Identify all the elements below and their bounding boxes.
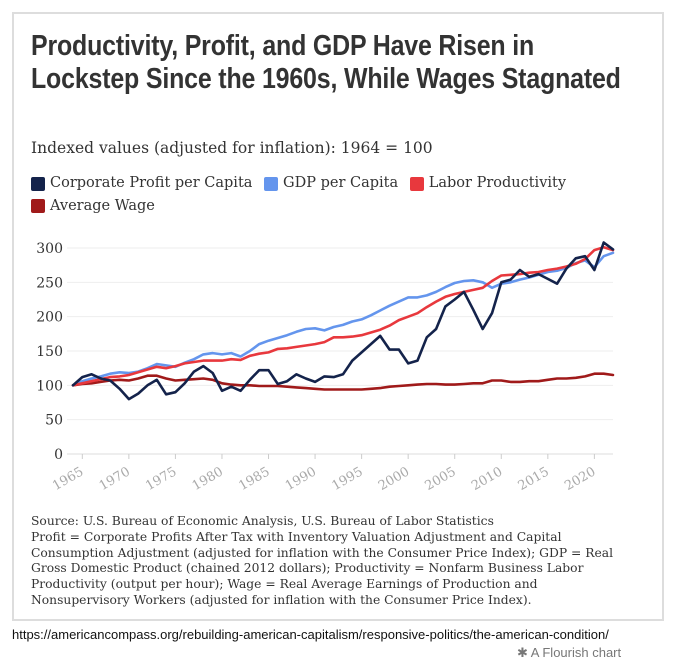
x-tick-label: 2020	[562, 464, 598, 494]
source-url[interactable]: https://americancompass.org/rebuilding-a…	[12, 627, 609, 642]
legend-label: Labor Productivity	[428, 175, 567, 191]
legend-swatch	[31, 176, 45, 191]
flourish-icon: ✱	[517, 645, 531, 660]
chart-notes: Source: U.S. Bureau of Economic Analysis…	[31, 514, 631, 609]
x-tick-label: 2000	[376, 464, 412, 494]
y-tick-label: 200	[36, 310, 63, 326]
series-line-corporate-profit-per-capita	[71, 241, 615, 401]
legend-item-wage[interactable]: Average Wage	[31, 197, 155, 216]
flourish-label: A Flourish chart	[530, 645, 622, 660]
chart-card	[12, 12, 664, 621]
x-tick-label: 2010	[469, 464, 505, 494]
y-tick-label: 100	[36, 378, 63, 394]
line-chart: 0 50 100 150 200 250 300 1965 1970 1975 1980 1985 19…	[36, 241, 615, 494]
flourish-credit[interactable]: ✱ A Flourish chart	[517, 645, 621, 661]
series-line-gdp-per-capita	[71, 251, 615, 387]
x-tick-label: 1975	[143, 464, 179, 494]
definitions-note: Profit = Corporate Profits After Tax wit…	[31, 529, 614, 607]
legend: Corporate Profit per Capita GDP per Capi…	[31, 174, 631, 219]
x-tick-label: 1995	[329, 464, 365, 494]
x-tick-label: 1990	[283, 464, 319, 494]
y-tick-label: 150	[36, 344, 63, 360]
legend-item-gdp[interactable]: GDP per Capita	[264, 174, 398, 193]
legend-swatch	[264, 176, 279, 191]
legend-item-productivity[interactable]: Labor Productivity	[409, 174, 567, 193]
y-tick-label: 50	[45, 413, 63, 429]
legend-label: Average Wage	[50, 197, 155, 214]
series-line-average-wage	[71, 372, 615, 391]
x-tick-label: 1965	[50, 464, 86, 494]
x-tick-label: 1970	[97, 464, 133, 494]
legend-item-profit[interactable]: Corporate Profit per Capita	[31, 174, 252, 193]
legend-swatch	[409, 176, 424, 191]
y-tick-label: 0	[54, 447, 63, 463]
chart-subtitle: Indexed values (adjusted for inflation):…	[31, 139, 433, 157]
x-tick-label: 2005	[423, 464, 459, 494]
x-tick-label: 2015	[516, 464, 552, 494]
source-note: Source: U.S. Bureau of Economic Analysis…	[31, 514, 494, 528]
chart-title: Productivity, Profit, and GDP Have Risen…	[31, 30, 621, 95]
x-tick-label: 1980	[190, 464, 226, 494]
y-tick-label: 300	[36, 241, 63, 257]
x-tick-label: 1985	[236, 464, 272, 494]
legend-label: Corporate Profit per Capita	[50, 175, 253, 191]
legend-swatch	[31, 199, 45, 213]
legend-label: GDP per Capita	[283, 175, 399, 191]
y-tick-label: 250	[36, 275, 63, 291]
